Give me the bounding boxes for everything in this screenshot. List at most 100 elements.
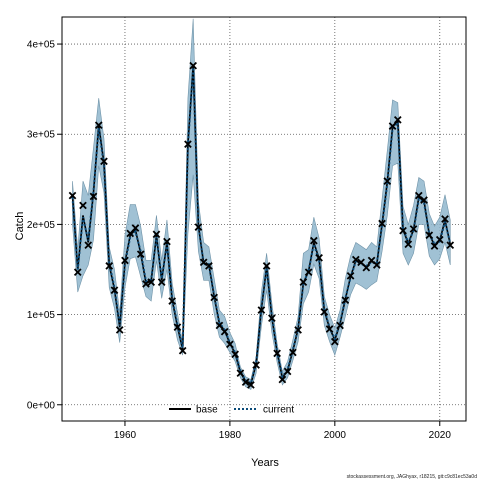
observed-point-stroke-b [310,236,318,245]
observed-point-2018 [425,231,434,240]
observed-point-1965 [147,278,156,286]
observed-point-1993 [294,326,302,334]
observed-point-1973 [189,61,198,70]
observed-point-1970 [173,323,182,332]
observed-point-stroke-b [325,325,334,333]
observed-point-stroke-b [420,196,428,204]
x-tick-label-2: 2000 [324,430,347,441]
confidence-band-group [72,18,451,390]
observed-point-stroke-b [220,327,229,336]
observed-point-stroke-b [393,115,402,124]
observed-point-stroke-b [205,262,213,270]
observed-point-stroke-b [178,346,187,355]
observed-point-stroke-b [435,235,444,244]
observed-point-2020 [435,235,444,244]
observed-point-1977 [210,293,218,302]
observed-point-1988 [268,314,276,323]
observed-point-stroke-b [173,323,182,332]
footer-credit: stockassessment.org, JAGhyax, r18215, gi… [347,474,478,480]
plot-frame [61,16,467,422]
legend-label-base: base [196,405,218,416]
observed-point-stroke-b [351,255,360,264]
observed-point-stroke-b [304,268,313,277]
observed-point-2010 [383,177,392,185]
y-tick-label-2: 2e+05 [27,220,56,231]
observed-point-stroke-b [157,278,166,286]
observed-point-stroke-b [388,122,397,130]
observed-point-2009 [378,219,386,228]
observed-point-stroke-b [341,296,350,304]
observed-point-stroke-b [299,278,308,286]
observed-point-1968 [163,237,171,246]
observed-point-1974 [194,223,203,231]
observed-point-2015 [409,225,418,233]
observed-point-2004 [351,255,360,264]
observed-point-1950 [68,191,77,200]
observed-point-stroke-b [252,361,260,369]
y-tick-label-1: 1e+05 [27,310,56,321]
observed-point-1967 [157,278,166,286]
observed-point-stroke-b [236,369,245,378]
observed-point-stroke-b [184,140,192,148]
observed-point-1984 [247,381,255,389]
observed-point-1997 [315,253,323,262]
observed-point-1999 [325,325,334,333]
observed-point-1951 [73,268,82,277]
observed-point-stroke-b [262,262,271,270]
observed-point-stroke-b [84,241,93,249]
observed-point-1980 [226,340,234,349]
observed-points-group [68,61,455,389]
observed-point-stroke-b [362,263,371,272]
observed-point-2001 [336,321,344,330]
observed-point-1996 [310,236,318,245]
observed-point-stroke-b [194,223,203,231]
observed-point-stroke-b [152,230,161,239]
observed-point-stroke-b [247,381,255,389]
observed-point-stroke-b [446,241,455,249]
observed-point-1971 [178,346,187,355]
observed-point-1978 [215,321,224,330]
legend-label-current: current [263,405,294,416]
observed-point-stroke-b [231,350,239,359]
observed-point-2012 [393,115,402,124]
observed-point-stroke-b [241,378,250,387]
observed-point-1954 [89,192,98,201]
observed-point-2013 [399,226,407,235]
observed-point-stroke-b [320,308,329,316]
observed-point-1998 [320,308,329,316]
observed-point-1962 [131,224,140,232]
observed-point-1953 [84,241,93,249]
observed-point-stroke-b [115,326,124,334]
observed-point-stroke-b [131,224,140,232]
x-axis-title: Years [251,457,279,469]
observed-point-1957 [105,262,114,270]
observed-point-2000 [330,337,339,346]
observed-point-stroke-b [273,349,281,358]
observed-point-stroke-b [414,191,423,200]
observed-point-stroke-b [283,367,292,376]
observed-point-1958 [110,286,119,295]
observed-point-stroke-b [425,231,434,240]
observed-point-stroke-b [68,191,77,200]
observed-point-stroke-b [147,278,156,286]
observed-point-stroke-b [89,192,98,201]
observed-point-1964 [142,280,150,288]
legend: base current [169,405,294,416]
observed-point-stroke-b [226,340,234,349]
observed-point-1989 [273,349,281,358]
observed-point-stroke-b [336,321,344,330]
observed-point-stroke-b [409,225,418,233]
x-axis: 1960 1980 2000 2020 [114,421,451,441]
observed-point-stroke-b [315,253,323,262]
observed-point-1992 [289,348,297,357]
observed-point-stroke-b [330,337,339,346]
observed-point-stroke-b [441,215,449,223]
observed-point-stroke-b [199,258,208,267]
observed-point-stroke-b [100,157,108,166]
observed-point-1985 [252,361,260,369]
observed-point-stroke-b [94,121,103,130]
observed-point-2003 [346,271,355,280]
observed-point-stroke-b [383,177,392,185]
y-axis: 0e+00 1e+05 2e+05 3e+05 4e+05 [27,40,62,411]
